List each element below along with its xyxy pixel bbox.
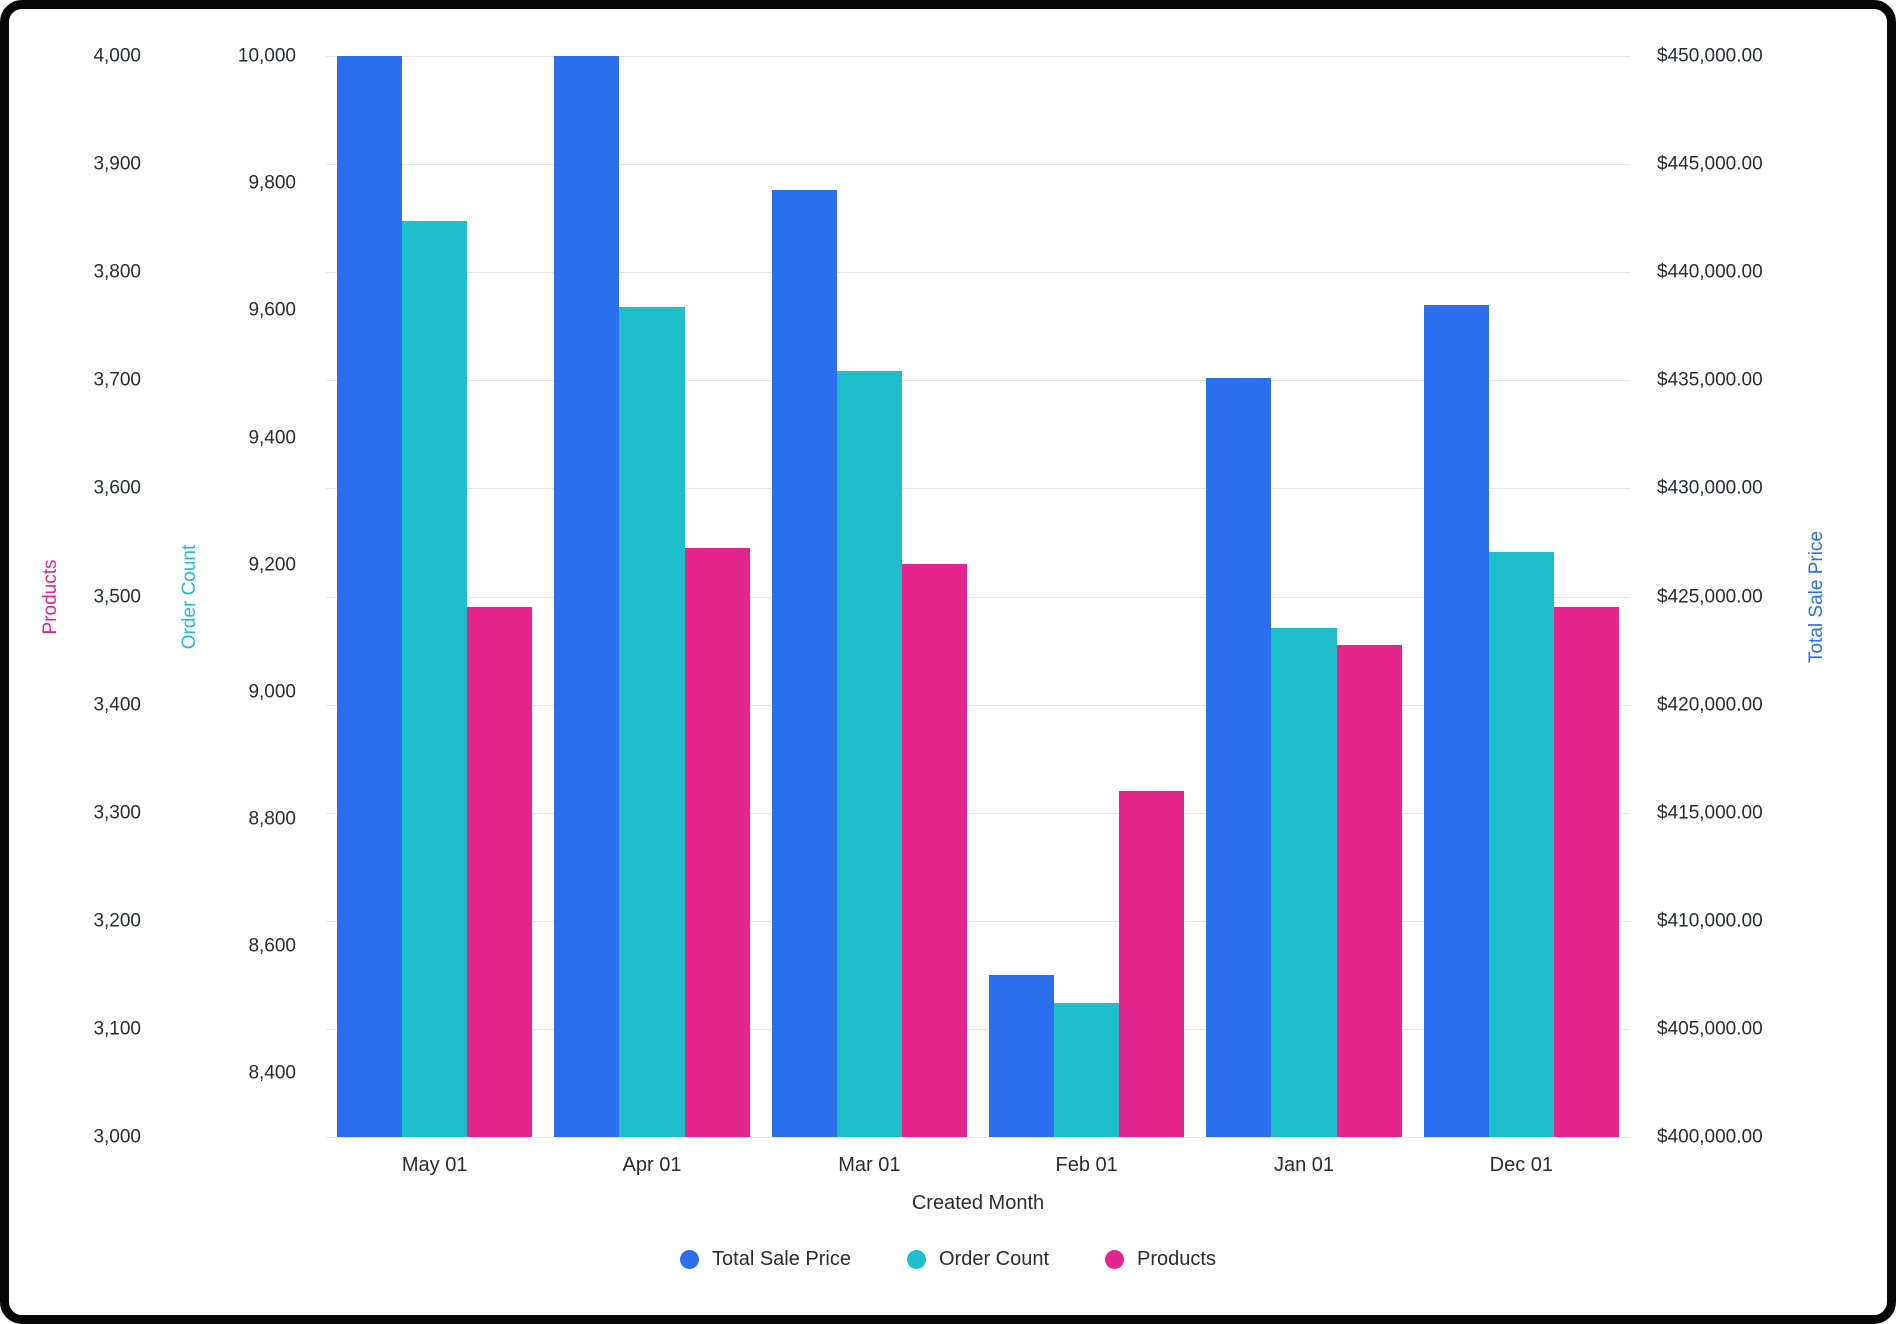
y-tick-label-orders: 8,800 [248,808,296,830]
y-tick-label-products: 3,500 [93,586,141,607]
bar-order-count-jan-01[interactable] [1271,628,1337,1137]
y-tick-label-products: 3,900 [93,153,141,175]
gridline [326,164,1630,166]
bar-total-sale-price-jan-01[interactable] [1206,378,1272,1137]
y-tick-label-sale: $450,000.00 [1657,45,1763,67]
legend-item-total-sale-price[interactable]: Total Sale Price [680,1248,851,1271]
gridline [326,488,1630,490]
legend-dot-total-sale-price [680,1250,700,1269]
y-tick-label-sale: $415,000.00 [1657,802,1763,824]
bar-total-sale-price-dec-01[interactable] [1423,304,1489,1137]
y-tick-label-orders: 10,000 [237,45,296,67]
y-tick-label-orders: 9,400 [248,427,296,449]
y-tick-label-orders: 8,400 [248,1062,296,1084]
bar-products-feb-01[interactable] [1119,791,1185,1137]
legend: Total Sale Price Order Count Products [0,1248,1896,1271]
bar-order-count-dec-01[interactable] [1488,551,1554,1137]
x-tick-label-dec-01: Dec 01 [1489,1154,1554,1176]
legend-dot-order-count [906,1250,926,1269]
legend-label: Products [1137,1248,1216,1270]
bar-products-may-01[interactable] [467,607,533,1137]
y-tick-label-sale: $405,000.00 [1657,1018,1763,1040]
y-tick-label-sale: $410,000.00 [1657,910,1763,932]
y-tick-label-products: 3,200 [93,910,141,932]
x-tick-label-jan-01: Jan 01 [1273,1154,1335,1176]
bar-products-mar-01[interactable] [901,564,968,1137]
legend-dot-products [1105,1250,1125,1269]
y-tick-label-products: 3,600 [93,477,141,499]
y-tick-label-products: 4,000 [93,45,141,67]
bar-order-count-mar-01[interactable] [836,370,902,1137]
y-tick-label-products: 3,700 [93,369,141,391]
legend-item-products[interactable]: Products [1105,1248,1216,1271]
y-tick-label-orders: 9,600 [248,299,296,321]
y-tick-label-products: 3,300 [93,802,141,824]
gridline [326,1137,1630,1138]
y-tick-label-orders: 9,800 [248,172,296,194]
gridline [326,920,1630,922]
y-tick-label-products: 3,000 [93,1126,141,1148]
gridline [326,272,1630,274]
y-tick-label-sale: $400,000.00 [1657,1126,1763,1148]
gridline [326,704,1630,706]
y-tick-label-sale: $425,000.00 [1657,586,1763,607]
y-tick-label-orders: 8,600 [248,935,296,957]
gridline [326,56,1630,57]
legend-item-order-count[interactable]: Order Count [906,1248,1050,1271]
x-tick-label-feb-01: Feb 01 [1055,1154,1118,1176]
bar-order-count-may-01[interactable] [402,221,468,1137]
gridline [326,380,1630,382]
y-tick-label-sale: $430,000.00 [1657,477,1763,499]
bar-order-count-feb-01[interactable] [1054,1003,1120,1137]
x-tick-label-apr-01: Apr 01 [622,1154,682,1176]
y-tick-label-products: 3,800 [93,261,141,283]
y-tick-label-sale: $435,000.00 [1657,369,1763,391]
bar-total-sale-price-apr-01[interactable] [554,56,620,1137]
legend-label: Order Count [938,1248,1050,1270]
bar-products-jan-01[interactable] [1336,645,1402,1137]
y-tick-label-products: 3,100 [93,1018,141,1040]
bar-total-sale-price-mar-01[interactable] [771,190,837,1137]
bar-order-count-apr-01[interactable] [619,307,685,1137]
x-axis-title: Created Month [911,1192,1045,1214]
gridline [326,1028,1630,1030]
bar-products-dec-01[interactable] [1553,607,1620,1137]
y-tick-label-orders: 9,200 [248,554,296,576]
bar-total-sale-price-may-01[interactable] [336,56,403,1137]
y-tick-label-orders: 9,000 [248,681,296,703]
x-tick-label-mar-01: Mar 01 [838,1154,901,1176]
gridline [326,812,1630,814]
legend-label: Total Sale Price [712,1248,851,1270]
y-tick-label-sale: $445,000.00 [1657,153,1763,175]
y-tick-label-products: 3,400 [93,694,141,716]
bar-products-apr-01[interactable] [684,547,750,1137]
bar-total-sale-price-feb-01[interactable] [988,974,1055,1137]
plot-area [326,56,1630,1138]
x-tick-label-may-01: May 01 [401,1154,468,1176]
y-tick-label-sale: $420,000.00 [1657,694,1763,716]
y-tick-label-sale: $440,000.00 [1657,261,1763,283]
gridline [326,596,1630,598]
